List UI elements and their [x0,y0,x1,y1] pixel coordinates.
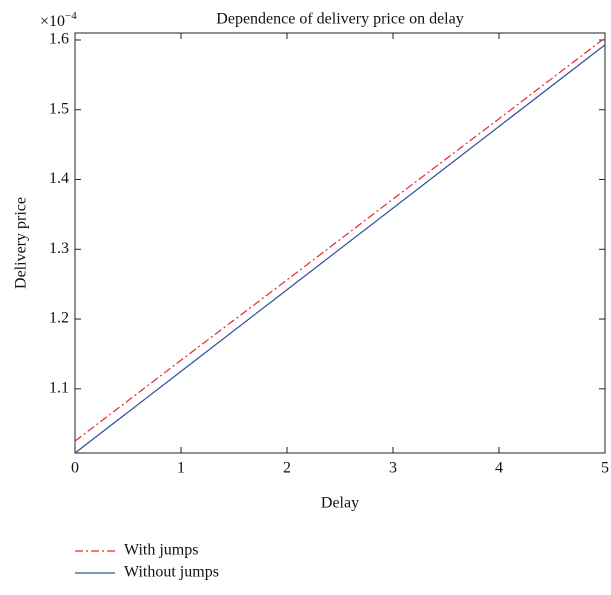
y-tick-label: 1.5 [49,100,69,117]
y-tick-label: 1.1 [49,379,69,396]
x-tick-label: 4 [495,460,503,477]
y-tick-label: 1.4 [49,170,69,187]
x-tick-label: 3 [389,460,397,477]
series-line [74,37,606,442]
plot-frame [74,32,606,454]
y-tick-label: 1.3 [49,240,69,257]
chart-title: Dependence of delivery price on delay [216,11,463,28]
multiplier-exponent: −4 [65,10,77,22]
x-axis-label: Delay [321,495,359,512]
y-multiplier: ×10−4 [40,10,77,30]
legend-label: Without jumps [124,564,219,581]
x-tick-label: 1 [177,460,185,477]
y-tick-label: 1.2 [49,310,69,327]
multiplier-base: ×10 [40,13,65,30]
x-tick-label: 2 [283,460,291,477]
y-tick-label: 1.6 [49,31,69,48]
x-tick-label: 5 [601,460,609,477]
series-line [74,44,606,454]
legend-label: With jumps [124,542,198,559]
y-axis-label: Delivery price [13,197,30,289]
x-tick-label: 0 [71,460,79,477]
